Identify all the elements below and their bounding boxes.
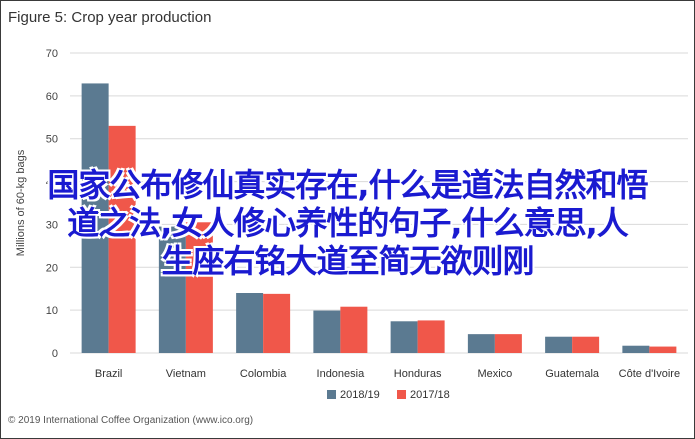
y-tick-label: 20 — [46, 262, 58, 274]
y-tick-label: 60 — [46, 91, 58, 103]
y-tick-label: 70 — [46, 48, 58, 60]
chart-title: Figure 5: Crop year production — [8, 9, 212, 26]
x-tick-label: Vietnam — [166, 368, 206, 380]
y-tick-label: 30 — [46, 219, 58, 231]
bar — [185, 222, 213, 353]
y-tick-label: 40 — [46, 177, 58, 189]
bar — [545, 336, 573, 353]
bar — [417, 320, 445, 353]
overlay-watermark-text: 国家公布修仙真实存在,什么是道法自然和悟 道之法,女人修心养性的句子,什么意思,… — [0, 166, 695, 280]
copyright-footer: © 2019 International Coffee Organization… — [8, 415, 254, 426]
bar — [390, 321, 418, 353]
bar — [494, 334, 522, 353]
bar — [340, 306, 368, 353]
x-tick-label: Colombia — [240, 368, 287, 380]
x-tick-label: Brazil — [95, 368, 123, 380]
overlay-line-1: 国家公布修仙真实存在,什么是道法自然和悟 — [47, 166, 648, 204]
y-axis-title: Millions of 60-kg bags — [15, 149, 27, 256]
bar — [108, 125, 136, 353]
bar — [467, 334, 495, 353]
x-tick-label: Honduras — [394, 368, 442, 380]
bar — [649, 346, 677, 353]
y-tick-label: 0 — [52, 348, 58, 360]
overlay-line-3: 生座右铭大道至简无欲则刚 — [161, 242, 534, 280]
bar — [236, 293, 264, 353]
legend-label: 2017/18 — [410, 389, 450, 401]
overlay-line-2: 道之法,女人修心养性的句子,什么意思,人 — [67, 204, 628, 242]
y-tick-label: 10 — [46, 305, 58, 317]
x-tick-label: Côte d'Ivoire — [619, 368, 680, 380]
bar — [313, 310, 341, 353]
x-tick-label: Indonesia — [317, 368, 366, 380]
x-tick-label: Mexico — [477, 368, 512, 380]
y-tick-label: 50 — [46, 134, 58, 146]
bar — [572, 336, 600, 353]
x-tick-label: Guatemala — [545, 368, 600, 380]
bar — [81, 83, 109, 353]
legend-label: 2018/19 — [340, 389, 380, 401]
legend-swatch — [397, 390, 406, 399]
bar — [263, 293, 291, 353]
bar — [158, 226, 186, 353]
bar — [622, 345, 650, 353]
legend-swatch — [327, 390, 336, 399]
